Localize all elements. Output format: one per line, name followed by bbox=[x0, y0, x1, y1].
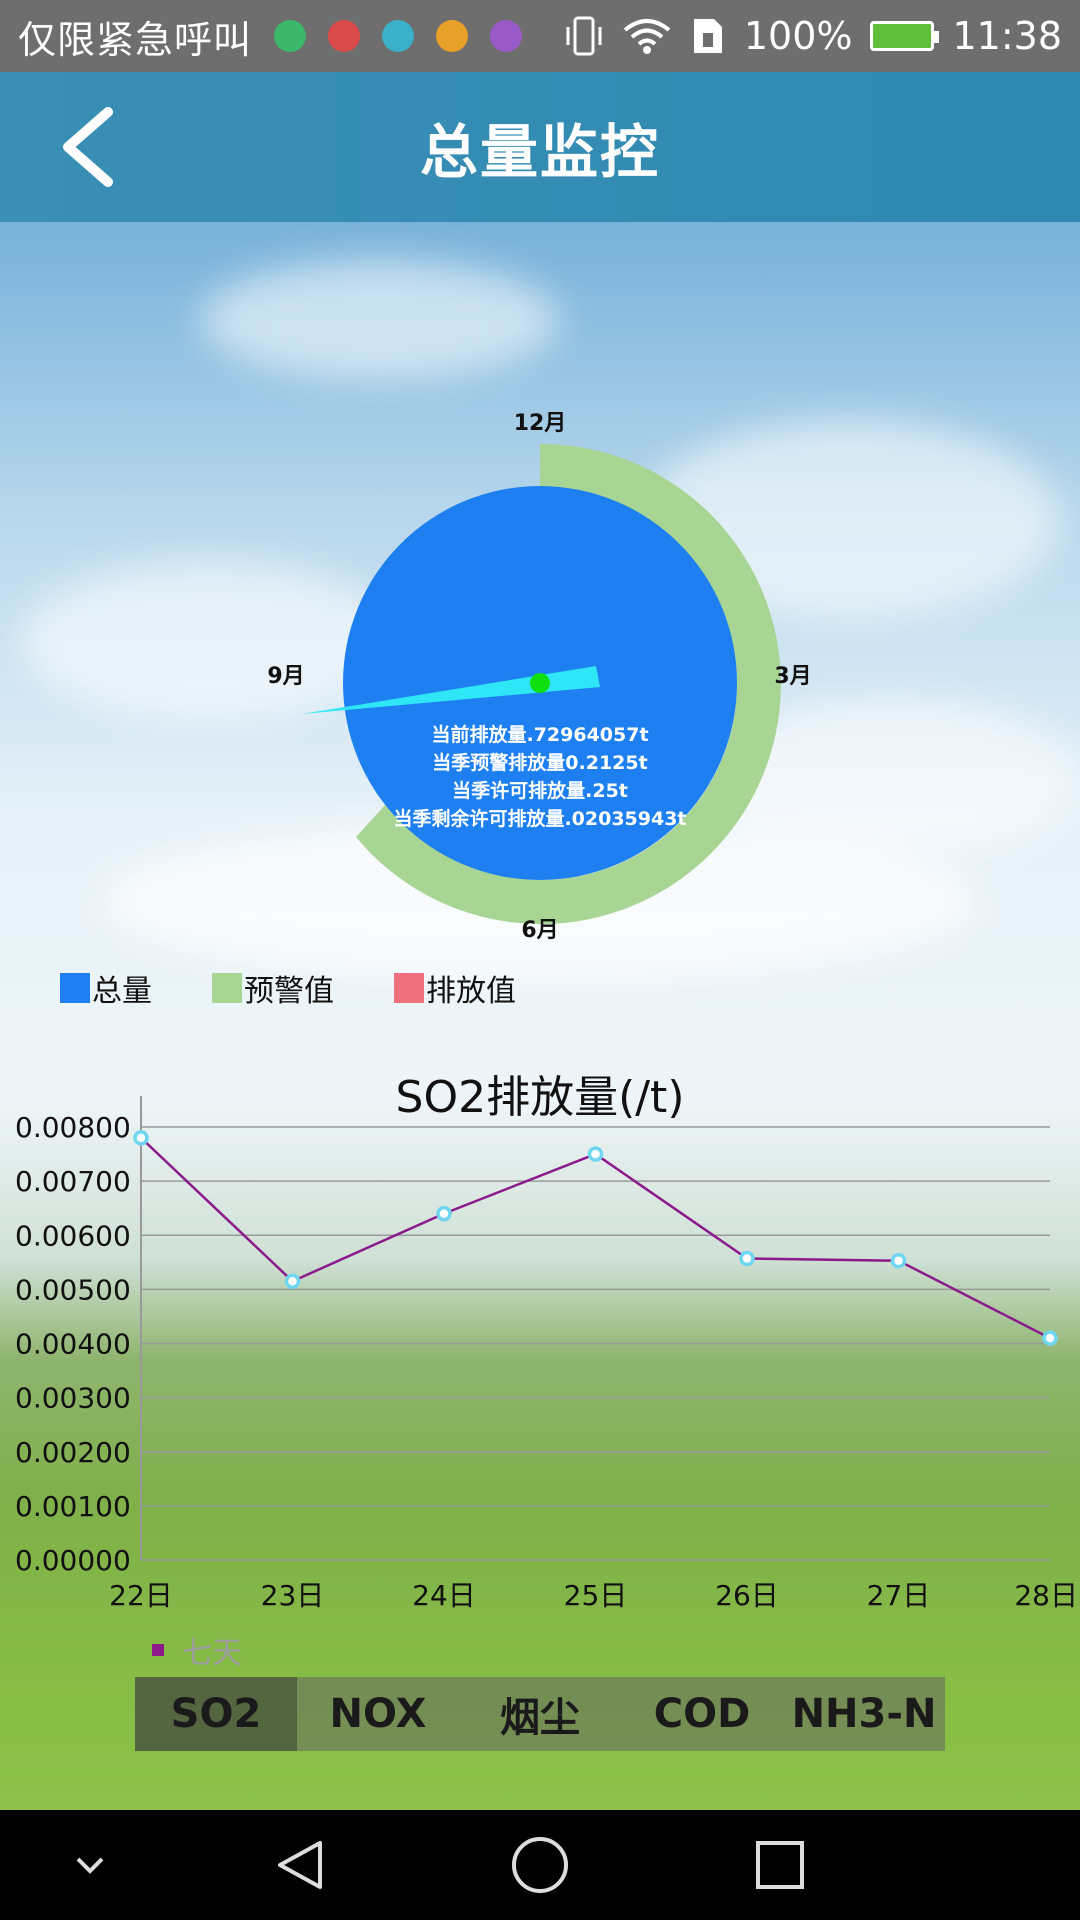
x-tick-label: 27日 bbox=[867, 1579, 931, 1612]
y-tick-label: 0.00200 bbox=[15, 1436, 131, 1469]
cloud bbox=[200, 260, 560, 380]
warning-arc bbox=[356, 443, 781, 924]
series-line-seven-days bbox=[140, 1136, 1051, 1340]
data-point bbox=[1042, 1330, 1058, 1346]
chart-legend: 七天 bbox=[152, 1628, 242, 1672]
data-point bbox=[739, 1250, 755, 1267]
tab-smoke-dust[interactable]: 烟尘 bbox=[500, 1695, 580, 1741]
tab-so2[interactable]: SO2 bbox=[135, 1677, 297, 1751]
battery-icon bbox=[870, 21, 940, 51]
app-notification-icon bbox=[436, 20, 469, 52]
y-tick-label: 0.00100 bbox=[15, 1490, 131, 1523]
legend-item-total: 总量 bbox=[60, 966, 152, 1010]
gauge-needle bbox=[302, 666, 600, 714]
chevron-down-icon[interactable] bbox=[60, 1810, 120, 1920]
back-triangle-icon[interactable] bbox=[260, 1810, 340, 1920]
month-label-left: 9月 bbox=[267, 664, 304, 689]
gauge-center-dot bbox=[530, 673, 550, 693]
series-label: 七天 bbox=[182, 1636, 242, 1671]
month-label-top: 12月 bbox=[514, 411, 567, 436]
legend-swatch bbox=[212, 973, 242, 1003]
wifi-icon bbox=[623, 19, 671, 54]
month-label-right: 3月 bbox=[774, 664, 811, 689]
permit-emission-text: 当季许可排放量.25t bbox=[452, 779, 628, 802]
chevron-left-icon[interactable] bbox=[56, 104, 136, 190]
pollutant-tabs: SO2 NOX 烟尘 COD NH3-N bbox=[135, 1677, 945, 1751]
app-notification-icon bbox=[274, 20, 307, 52]
legend-swatch bbox=[60, 973, 90, 1003]
x-tick-label: 26日 bbox=[715, 1579, 779, 1612]
legend-label: 预警值 bbox=[244, 974, 334, 1009]
data-point bbox=[436, 1205, 452, 1222]
data-point bbox=[284, 1273, 301, 1290]
carrier-text: 仅限紧急呼叫 bbox=[18, 17, 253, 62]
battery-percent: 100% bbox=[743, 14, 853, 58]
recents-square-icon[interactable] bbox=[740, 1810, 820, 1920]
current-emission-text: 当前排放量.72964057t bbox=[431, 723, 648, 746]
warning-emission-text: 当季预警排放量0.2125t bbox=[432, 751, 647, 774]
app-header: 总量监控 bbox=[0, 72, 1080, 222]
sim-card-icon bbox=[693, 19, 722, 53]
legend-label: 总量 bbox=[92, 974, 152, 1009]
chart-title: SO2排放量(/t) bbox=[396, 1072, 685, 1123]
remaining-permit-text: 当季剩余许可排放量.02035943t bbox=[393, 807, 686, 830]
page-title: 总量监控 bbox=[419, 118, 660, 186]
gallery-notification-icon bbox=[490, 20, 523, 52]
y-tick-label: 0.00000 bbox=[15, 1544, 131, 1577]
gauge-legend: 总量 预警值 排放值 bbox=[60, 966, 516, 1010]
series-swatch bbox=[152, 1644, 164, 1656]
month-label-bottom: 6月 bbox=[521, 918, 558, 943]
legend-label: 排放值 bbox=[426, 974, 516, 1009]
so2-line-chart: SO2排放量(/t) 0.00800 0.00700 0.00600 0.00500 0… bbox=[15, 1072, 1078, 1612]
tab-nox[interactable]: NOX bbox=[329, 1691, 427, 1737]
x-tick-label: 24日 bbox=[412, 1579, 476, 1612]
total-gauge: 12月 3月 6月 9月 当前排放量.72964057t 当季预警排放量0.21… bbox=[267, 411, 811, 943]
status-bar: 仅限紧急呼叫 100% 11:38 bbox=[0, 0, 1080, 72]
tab-nh3n[interactable]: NH3-N bbox=[791, 1691, 937, 1737]
clock-time: 11:38 bbox=[952, 14, 1062, 58]
x-tick-label: 25日 bbox=[564, 1579, 628, 1612]
y-tick-label: 0.00800 bbox=[15, 1111, 131, 1144]
data-point bbox=[133, 1130, 149, 1146]
cloud bbox=[20, 560, 400, 720]
home-circle-icon[interactable] bbox=[500, 1810, 580, 1920]
y-tick-label: 0.00300 bbox=[15, 1382, 131, 1415]
y-tick-label: 0.00500 bbox=[15, 1273, 131, 1306]
y-tick-label: 0.00400 bbox=[15, 1328, 131, 1361]
y-tick-label: 0.00700 bbox=[15, 1165, 131, 1198]
x-tick-label: 23日 bbox=[261, 1579, 325, 1612]
system-nav-bar bbox=[0, 1810, 1080, 1920]
legend-swatch bbox=[394, 973, 424, 1003]
app-notification-icon bbox=[328, 20, 361, 52]
android-notification-icon bbox=[382, 20, 415, 52]
tab-cod[interactable]: COD bbox=[653, 1691, 751, 1737]
y-tick-label: 0.00600 bbox=[15, 1219, 131, 1252]
x-tick-label: 22日 bbox=[109, 1579, 173, 1612]
legend-item-emission: 排放值 bbox=[394, 966, 516, 1010]
vibrate-icon bbox=[566, 16, 602, 56]
x-tick-label: 28日 bbox=[1014, 1579, 1078, 1612]
data-point bbox=[587, 1146, 604, 1162]
data-point bbox=[890, 1252, 907, 1269]
legend-item-warning: 预警值 bbox=[212, 966, 334, 1010]
